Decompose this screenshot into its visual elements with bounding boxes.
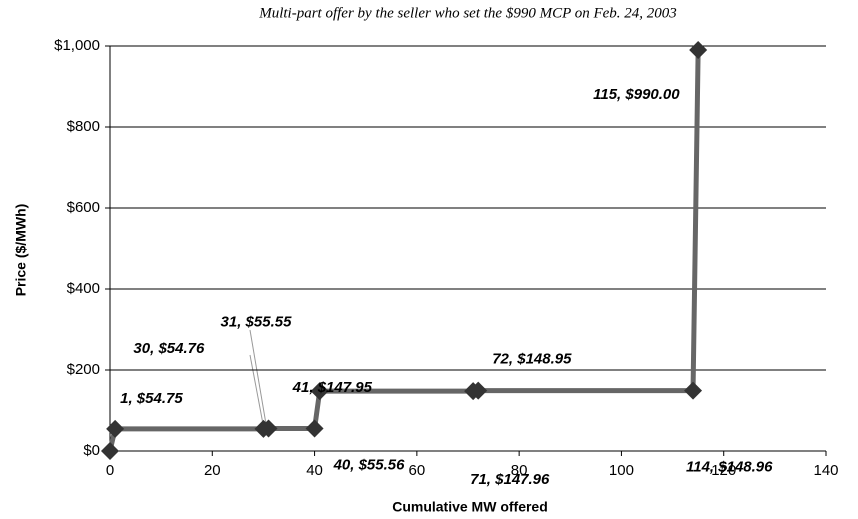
- chart-title: Multi-part offer by the seller who set t…: [258, 5, 677, 21]
- data-label: 41, $147.95: [292, 379, 373, 396]
- x-tick-label: 20: [204, 462, 221, 479]
- marker: [310, 382, 329, 401]
- marker: [101, 442, 119, 460]
- x-tick-label: 140: [813, 462, 838, 479]
- x-axis-title: Cumulative MW offered: [392, 499, 548, 515]
- x-tick-label: 100: [609, 462, 634, 479]
- data-label: 1, $54.75: [120, 390, 183, 407]
- marker: [689, 41, 708, 60]
- marker: [469, 381, 488, 400]
- y-axis-title: Price ($/MWh): [13, 204, 29, 297]
- data-label: 30, $54.76: [133, 340, 205, 357]
- y-tick-label: $200: [67, 361, 100, 378]
- x-tick-label: 0: [106, 462, 114, 479]
- y-tick-label: $400: [67, 280, 100, 297]
- leader-line: [249, 329, 267, 425]
- x-tick-label: 40: [306, 462, 323, 479]
- data-label: 31, $55.55: [221, 313, 293, 330]
- marker: [684, 381, 703, 400]
- y-tick-label: $0: [83, 442, 100, 459]
- data-label: 40, $55.56: [333, 456, 406, 473]
- data-label: 72, $148.95: [492, 351, 572, 368]
- marker: [259, 419, 278, 438]
- y-tick-label: $1,000: [54, 37, 100, 54]
- x-tick-label: 60: [409, 462, 426, 479]
- marker: [305, 419, 324, 438]
- data-label: 115, $990.00: [593, 86, 680, 103]
- line: [107, 50, 701, 452]
- y-tick-label: $600: [67, 199, 100, 216]
- x-tick-label: 80: [511, 462, 528, 479]
- x-tick-label: 120: [711, 462, 736, 479]
- y-tick-label: $800: [67, 118, 100, 135]
- leader-line: [249, 354, 264, 425]
- data-label: 114, $148.96: [686, 459, 773, 476]
- data-label: 71, $147.96: [470, 471, 550, 488]
- marker: [106, 419, 125, 438]
